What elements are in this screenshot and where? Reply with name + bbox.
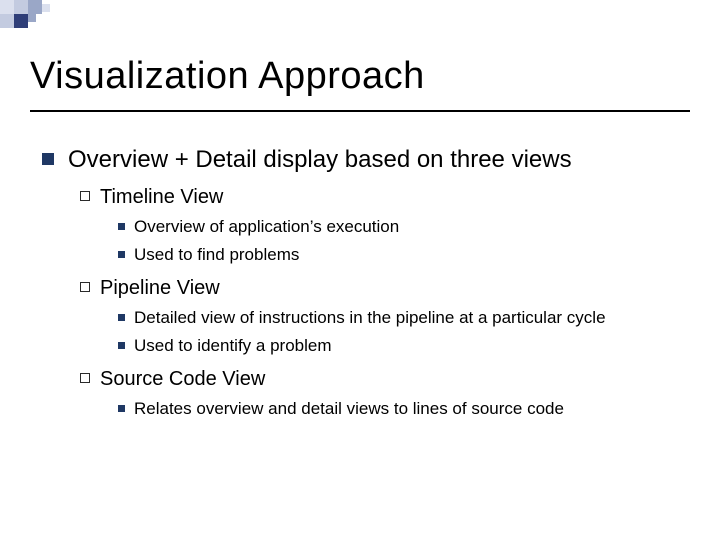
small-square-bullet-icon: [118, 342, 125, 349]
level3-text: Relates overview and detail views to lin…: [134, 398, 564, 420]
deco-square: [14, 0, 28, 14]
hollow-square-bullet-icon: [80, 191, 90, 201]
hollow-square-bullet-icon: [80, 373, 90, 383]
small-square-bullet-icon: [118, 223, 125, 230]
level3-item: Detailed view of instructions in the pip…: [118, 307, 700, 329]
level3-text: Used to identify a problem: [134, 335, 332, 357]
slide: Visualization Approach Overview + Detail…: [0, 0, 720, 540]
hollow-square-bullet-icon: [80, 282, 90, 292]
deco-square: [28, 14, 36, 22]
level3-text: Detailed view of instructions in the pip…: [134, 307, 606, 329]
level3-item: Relates overview and detail views to lin…: [118, 398, 700, 420]
deco-square: [42, 4, 50, 12]
title-underline: [30, 110, 690, 112]
level3-item: Used to find problems: [118, 244, 700, 266]
corner-decoration: [0, 0, 60, 30]
deco-square: [0, 0, 14, 14]
small-square-bullet-icon: [118, 405, 125, 412]
deco-square: [14, 14, 28, 28]
level1-item: Overview + Detail display based on three…: [42, 145, 700, 175]
small-square-bullet-icon: [118, 314, 125, 321]
level2-text: Pipeline View: [100, 276, 220, 301]
level2-item: Pipeline View: [80, 276, 700, 301]
level2-item: Timeline View: [80, 185, 700, 210]
level3-item: Used to identify a problem: [118, 335, 700, 357]
level3-text: Overview of application’s execution: [134, 216, 399, 238]
level1-text: Overview + Detail display based on three…: [68, 145, 572, 175]
deco-square: [28, 0, 42, 14]
level2-text: Timeline View: [100, 185, 223, 210]
level3-text: Used to find problems: [134, 244, 299, 266]
level2-text: Source Code View: [100, 367, 265, 392]
level2-item: Source Code View: [80, 367, 700, 392]
level3-item: Overview of application’s execution: [118, 216, 700, 238]
filled-square-bullet-icon: [42, 153, 54, 165]
deco-square: [0, 14, 14, 28]
content-area: Overview + Detail display based on three…: [42, 145, 700, 430]
slide-title: Visualization Approach: [30, 55, 425, 98]
small-square-bullet-icon: [118, 251, 125, 258]
